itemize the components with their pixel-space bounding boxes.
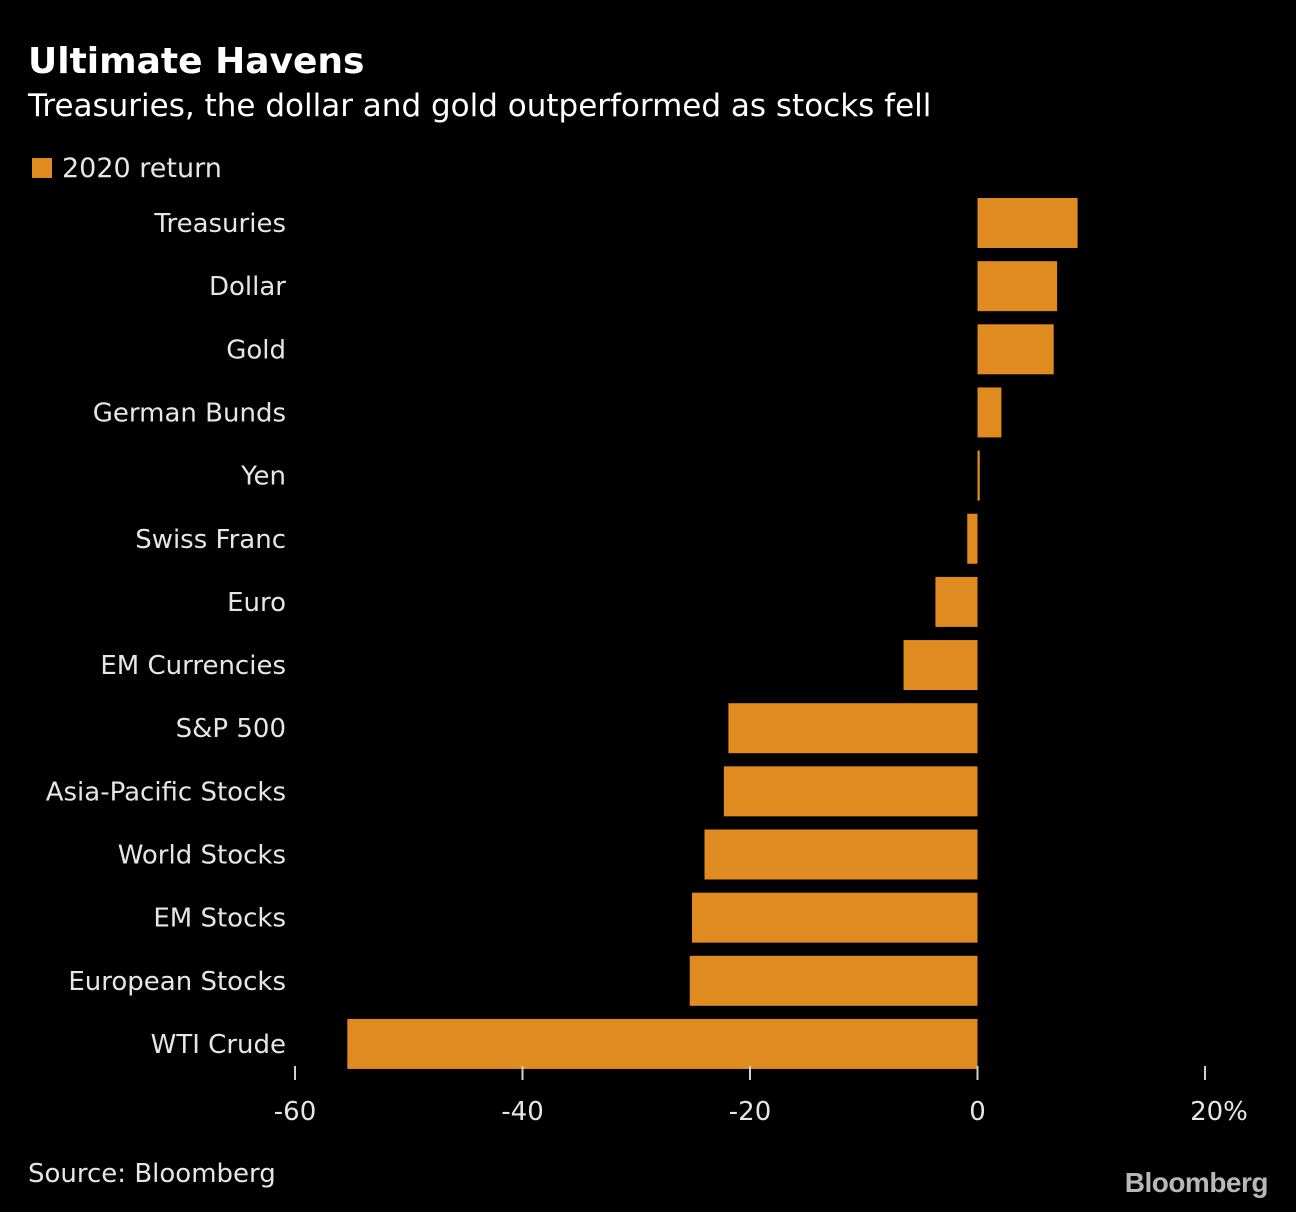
bar (977, 324, 1054, 375)
bar (977, 198, 1078, 248)
chart-subtitle: Treasuries, the dollar and gold outperfo… (28, 88, 932, 124)
bar (977, 261, 1058, 312)
bar (967, 513, 978, 564)
category-label: Gold (226, 335, 286, 365)
bar (903, 640, 978, 691)
bar (977, 450, 980, 501)
category-label: EM Currencies (100, 651, 286, 681)
source-note: Source: Bloomberg (28, 1159, 276, 1189)
x-tick-label: -20 (729, 1097, 771, 1127)
category-label: S&P 500 (176, 714, 286, 744)
bar (977, 387, 1002, 438)
x-tick-label: -40 (501, 1097, 543, 1127)
category-label: Asia-Pacific Stocks (46, 777, 286, 807)
category-label: German Bunds (93, 398, 286, 428)
x-tick-label: 0 (969, 1097, 986, 1127)
bloomberg-logo: Bloomberg (1124, 1167, 1269, 1198)
category-label: European Stocks (68, 967, 286, 997)
category-label: Dollar (209, 272, 286, 302)
bar (691, 892, 978, 943)
chart-title: Ultimate Havens (28, 41, 365, 82)
legend: 2020 return (32, 150, 222, 186)
bar (347, 1018, 978, 1069)
bar (728, 703, 978, 754)
category-label: Treasuries (153, 209, 286, 239)
category-label: Yen (240, 462, 286, 492)
bar (689, 955, 978, 1006)
category-label: WTI Crude (151, 1030, 286, 1060)
legend-swatch (32, 158, 52, 178)
legend-label: 2020 return (62, 152, 222, 184)
category-label: Euro (227, 588, 286, 618)
category-label: Swiss Franc (135, 525, 286, 555)
bar (935, 576, 978, 627)
bar (723, 766, 978, 817)
x-tick-label: -60 (274, 1097, 316, 1127)
bar (704, 829, 978, 880)
category-label: EM Stocks (153, 904, 286, 934)
x-tick-label: 20% (1190, 1097, 1248, 1127)
category-label: World Stocks (118, 841, 286, 871)
